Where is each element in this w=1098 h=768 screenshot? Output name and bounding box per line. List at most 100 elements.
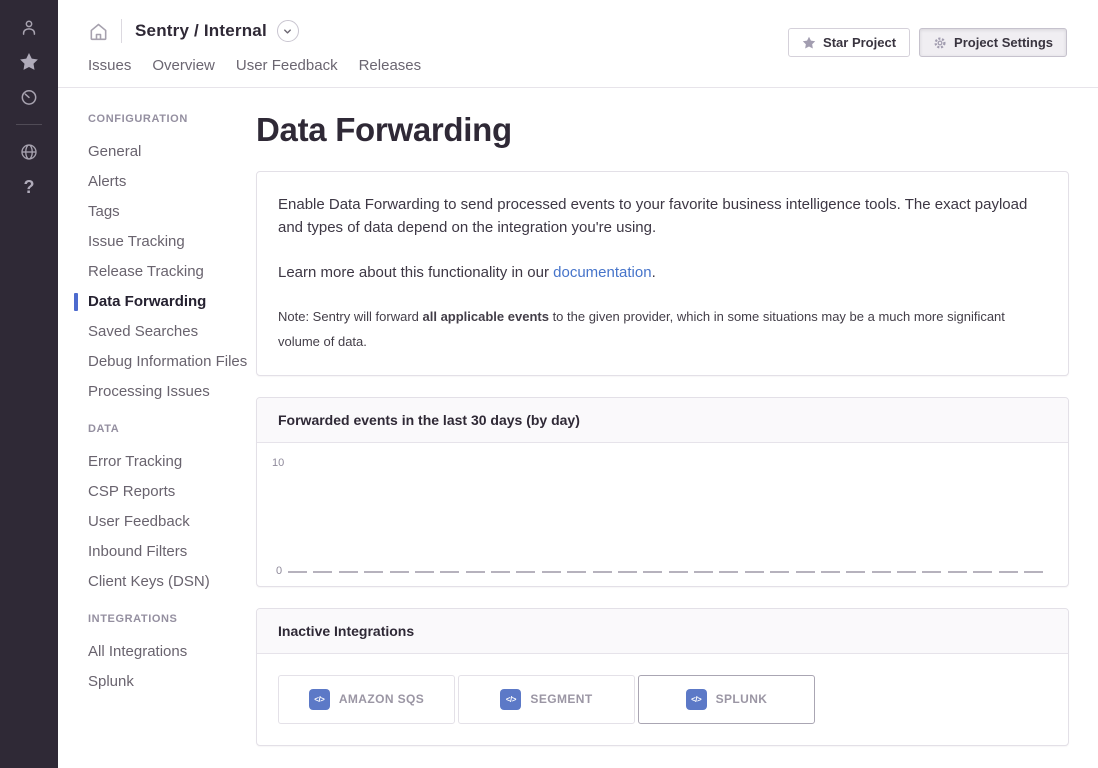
project-settings-label: Project Settings [954, 35, 1053, 50]
documentation-link[interactable]: documentation [553, 263, 652, 281]
sidebar-item-debug-information-files[interactable]: Debug Information Files [88, 353, 248, 370]
info-paragraph-1: Enable Data Forwarding to send processed… [278, 196, 1028, 237]
project-settings-button[interactable]: Project Settings [919, 28, 1067, 57]
star-project-label: Star Project [823, 35, 897, 50]
chart-bar [694, 570, 713, 573]
sidebar-item-error-tracking[interactable]: Error Tracking [88, 453, 183, 470]
settings-nav: CONFIGURATION General Alerts Tags Issue … [74, 113, 256, 768]
project-header: Sentry / Internal Issues Overview User F… [58, 0, 1098, 88]
y-axis-tick-min: 0 [276, 564, 283, 577]
sidebar-item-tags[interactable]: Tags [88, 203, 120, 220]
chart-bar [998, 570, 1018, 573]
chart-bar [541, 570, 561, 573]
chart-bar [820, 570, 840, 573]
sidebar-item-release-tracking[interactable]: Release Tracking [88, 263, 204, 280]
chart-bar [491, 570, 510, 573]
tab-releases[interactable]: Releases [358, 57, 422, 74]
info-paragraph-2: Learn more about this functionality in o… [278, 263, 656, 281]
chart-panel: Forwarded events in the last 30 days (by… [256, 396, 1069, 587]
integrations-panel-title: Inactive Integrations [278, 622, 415, 639]
chart-bar [719, 570, 739, 573]
nav-section-title: INTEGRATIONS [88, 613, 178, 625]
project-title: Sentry / Internal [135, 21, 267, 40]
chart-bar [364, 570, 384, 573]
integration-card-segment[interactable]: </> SEGMENT [458, 674, 635, 724]
forwarded-events-chart: 10 0 [257, 443, 1068, 586]
settings-content: CONFIGURATION General Alerts Tags Issue … [58, 88, 1098, 768]
sidebar-item-general[interactable]: General [88, 143, 142, 160]
breadcrumb: Sentry / Internal [88, 12, 1098, 50]
chart-bar [770, 570, 790, 573]
integration-card-splunk[interactable]: </> SPLUNK [638, 674, 815, 724]
sidebar-item-user-feedback[interactable]: User Feedback [88, 513, 190, 530]
info-note: Note: Sentry will forward all applicable… [278, 308, 1005, 349]
help-icon[interactable]: ? [23, 176, 35, 197]
sidebar-item-alerts[interactable]: Alerts [88, 173, 127, 190]
chart-bar [871, 570, 891, 573]
tab-user-feedback[interactable]: User Feedback [235, 57, 338, 74]
sidebar-item-processing-issues[interactable]: Processing Issues [88, 383, 210, 400]
active-item-bar [74, 293, 78, 311]
chart-bar [1023, 570, 1043, 573]
chart-bar [592, 570, 612, 573]
nav-section-integrations: INTEGRATIONS All Integrations Splunk [88, 613, 256, 691]
main-content: Data Forwarding Enable Data Forwarding t… [256, 111, 1069, 768]
history-clock-icon[interactable] [18, 86, 40, 108]
chart-bar [516, 570, 536, 573]
tab-overview[interactable]: Overview [152, 57, 215, 74]
sidebar-item-splunk[interactable]: Splunk [88, 673, 134, 690]
header-actions: Star Project Project Settings [788, 28, 1067, 57]
integrations-panel-header: Inactive Integrations [257, 608, 1068, 654]
rail-divider [16, 124, 42, 125]
chart-bar [414, 570, 434, 573]
chart-bars [288, 461, 1043, 573]
gear-icon [933, 36, 947, 50]
chart-bar [973, 570, 993, 573]
chart-bar [389, 570, 409, 573]
code-icon: </> [685, 688, 707, 710]
sidebar-item-all-integrations[interactable]: All Integrations [88, 643, 188, 660]
project-switcher-button[interactable] [276, 20, 299, 42]
sidebar-item-data-forwarding[interactable]: Data Forwarding [74, 292, 256, 311]
integrations-list: </> AMAZON SQS </> SEGMENT </> SPLUNK [257, 654, 1068, 745]
page-title: Data Forwarding [256, 111, 512, 148]
sidebar-item-issue-tracking[interactable]: Issue Tracking [88, 233, 185, 250]
breadcrumb-divider [121, 19, 122, 43]
chart-bar [846, 570, 866, 573]
chart-bar [313, 570, 333, 573]
chart-bar [947, 570, 967, 573]
sidebar-item-csp-reports[interactable]: CSP Reports [88, 483, 176, 500]
nav-section-configuration: CONFIGURATION General Alerts Tags Issue … [74, 113, 256, 401]
chart-bar [465, 570, 485, 573]
integration-label: SEGMENT [530, 692, 593, 707]
sidebar-item-saved-searches[interactable]: Saved Searches [88, 323, 199, 340]
code-icon: </> [308, 688, 330, 710]
chart-bar [440, 570, 460, 573]
chart-bar [643, 570, 663, 573]
integration-card-amazon-sqs[interactable]: </> AMAZON SQS [278, 674, 455, 724]
star-icon[interactable] [18, 51, 40, 73]
nav-section-data: DATA Error Tracking CSP Reports User Fee… [88, 423, 256, 591]
chart-bar [288, 570, 307, 573]
user-icon[interactable] [18, 16, 40, 38]
chart-bar [338, 570, 358, 573]
globe-icon[interactable] [18, 141, 40, 163]
nav-section-title: DATA [88, 423, 120, 435]
app-rail: ? [0, 0, 58, 768]
star-project-button[interactable]: Star Project [788, 28, 911, 57]
tab-issues[interactable]: Issues [88, 57, 132, 74]
chart-bar [617, 570, 637, 573]
code-icon: </> [500, 688, 522, 710]
integration-label: AMAZON SQS [338, 692, 425, 707]
integration-label: SPLUNK [715, 692, 768, 707]
home-icon[interactable] [88, 21, 109, 42]
chart-bar [795, 570, 815, 573]
sidebar-item-client-keys[interactable]: Client Keys (DSN) [88, 573, 210, 590]
y-axis-tick-max: 10 [272, 456, 285, 469]
chart-bar [897, 570, 916, 573]
integrations-panel: Inactive Integrations </> AMAZON SQS </>… [256, 607, 1069, 746]
chart-title: Forwarded events in the last 30 days (by… [278, 411, 580, 428]
chart-bar [744, 570, 764, 573]
sidebar-item-inbound-filters[interactable]: Inbound Filters [88, 543, 188, 560]
